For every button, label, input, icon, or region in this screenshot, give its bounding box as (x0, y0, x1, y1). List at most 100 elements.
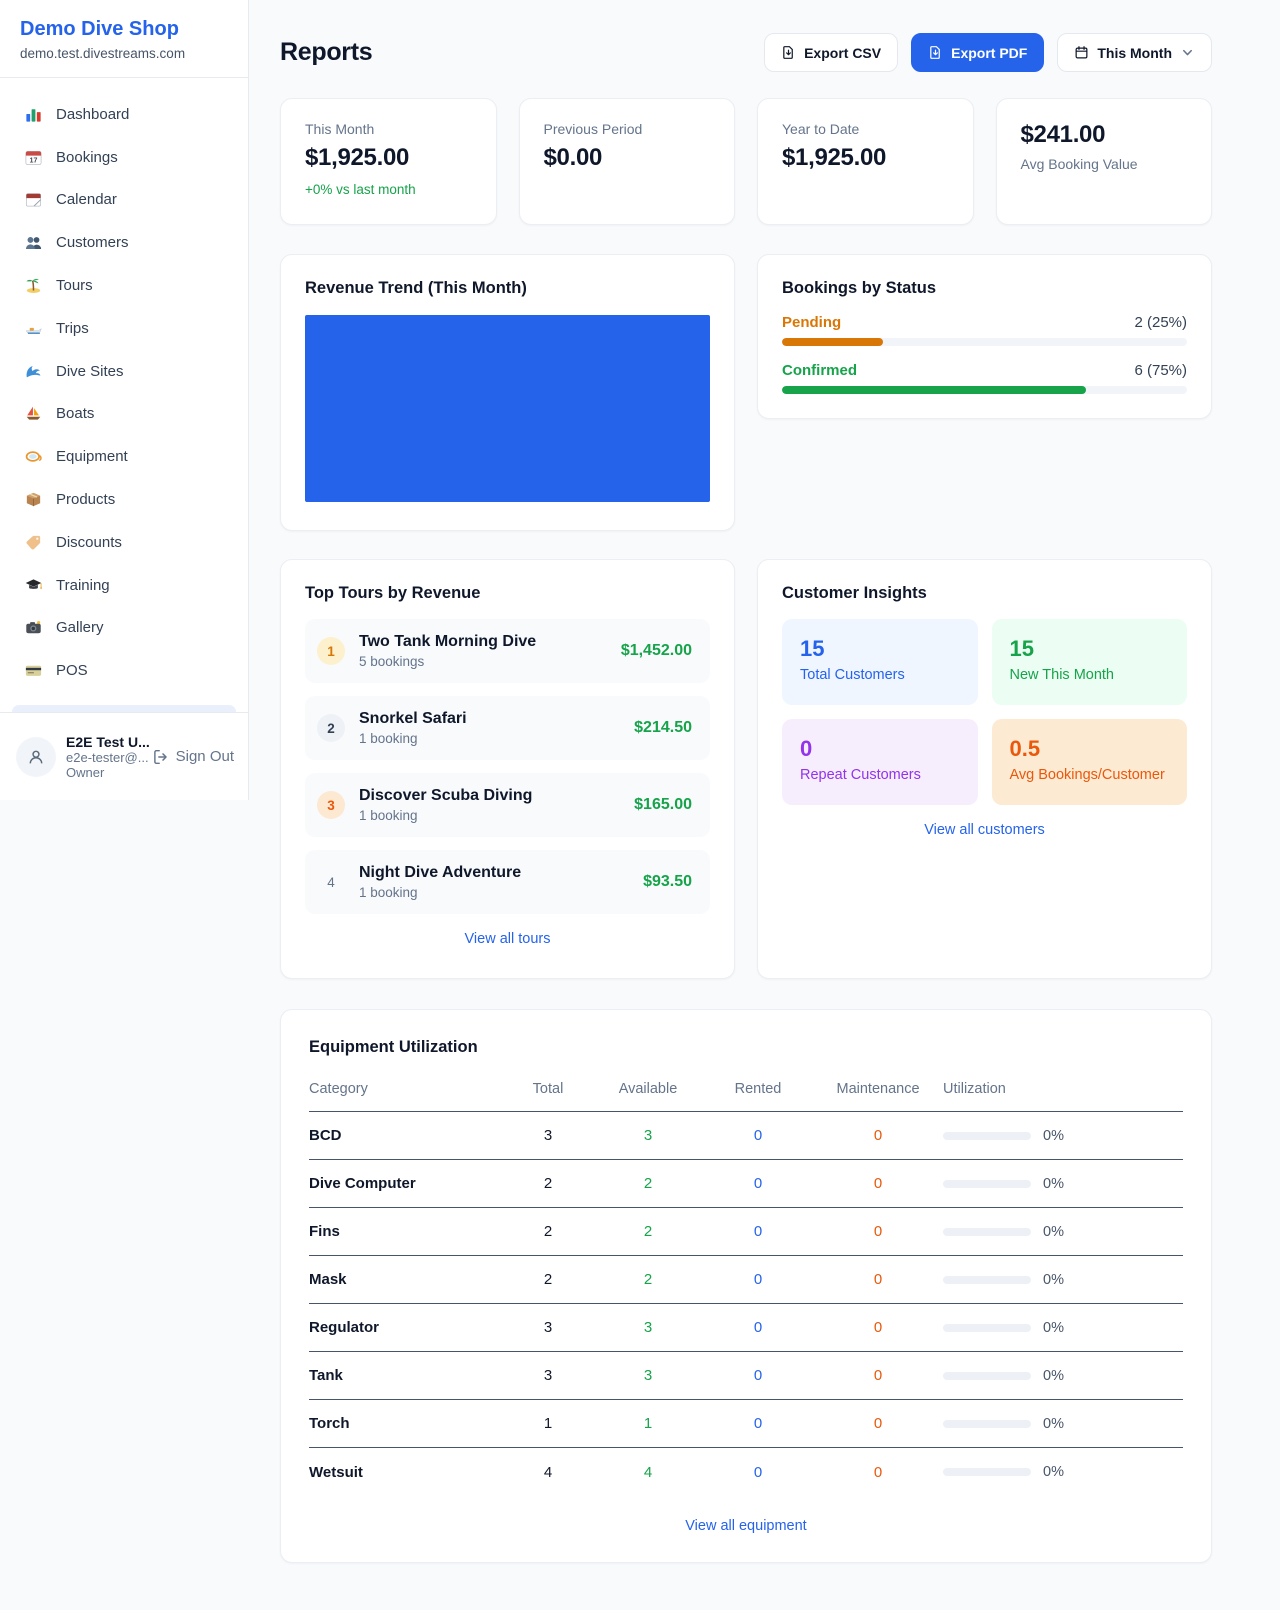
sidebar-item-boats[interactable]: Boats (12, 393, 236, 436)
cell-rented: 0 (753, 1127, 763, 1144)
sidebar-item-training[interactable]: Training (12, 564, 236, 607)
status-count: 2 (25%) (1134, 314, 1187, 331)
tour-bookings: 1 booking (359, 885, 418, 900)
status-row-pending: Pending 2 (25%) (782, 314, 1187, 346)
cell-available: 2 (643, 1175, 653, 1192)
export-pdf-button[interactable]: Export PDF (911, 33, 1045, 72)
rank-badge: 3 (317, 791, 345, 819)
user-name: E2E Test U... (66, 733, 150, 750)
sidebar-item-products[interactable]: Products (12, 478, 236, 521)
page-title: Reports (280, 38, 373, 66)
sidebar-item-dashboard[interactable]: Dashboard (12, 93, 236, 136)
cell-total: 1 (543, 1415, 553, 1432)
bookings-by-status-title: Bookings by Status (782, 279, 937, 297)
file-download-icon (783, 46, 793, 59)
rank-badge: 4 (327, 874, 335, 890)
stat-card-previous-period: Previous Period $0.00 (518, 98, 735, 225)
sidebar-item-gallery[interactable]: Gallery (12, 607, 236, 650)
col-available: Available (618, 1081, 678, 1097)
sidebar-item-label: Trips (56, 319, 89, 337)
view-all-equipment-link[interactable]: View all equipment (685, 1518, 807, 1534)
table-header-row: Category Total Available Rented Maintena… (309, 1073, 1183, 1112)
cell-total: 2 (543, 1271, 553, 1288)
table-row: Tank 3 3 0 0 0% (309, 1352, 1183, 1400)
bar-chart-icon (24, 105, 43, 124)
stat-card-year-to-date: Year to Date $1,925.00 (757, 98, 974, 225)
cell-maintenance: 0 (873, 1463, 883, 1481)
period-dropdown[interactable]: This Month (1057, 33, 1212, 72)
cell-utilization: 0% (943, 1128, 1183, 1144)
cell-available: 1 (643, 1415, 653, 1432)
tile-value: 15 (1009, 636, 1034, 661)
cell-utilization: 0% (943, 1176, 1183, 1192)
tour-amount: $165.00 (634, 796, 692, 813)
tour-name: Two Tank Morning Dive (359, 633, 537, 650)
utilization-percent: 0% (1043, 1271, 1064, 1288)
equipment-utilization-title: Equipment Utilization (309, 1038, 478, 1056)
cell-available: 2 (643, 1223, 653, 1240)
user-role: Owner (66, 764, 105, 780)
tour-name: Night Dive Adventure (359, 864, 522, 881)
cell-available: 4 (643, 1463, 653, 1481)
chevron-down-icon (1183, 49, 1192, 56)
cell-category: Tank (309, 1367, 343, 1384)
tour-bookings: 1 booking (359, 808, 418, 823)
cell-rented: 0 (753, 1463, 763, 1481)
tile-avg-bookings-customer: 0.5 Avg Bookings/Customer (991, 719, 1187, 805)
sidebar-item-label: Tours (56, 277, 93, 295)
sidebar-item-discounts[interactable]: Discounts (12, 521, 236, 564)
view-all-customers-link[interactable]: View all customers (924, 822, 1045, 838)
camera-icon (24, 618, 43, 637)
cell-total: 3 (543, 1319, 553, 1336)
cell-maintenance: 0 (873, 1127, 883, 1144)
sidebar-item-reports-active-partial[interactable] (12, 705, 236, 712)
cell-total: 2 (543, 1175, 553, 1192)
mid-row: Top Tours by Revenue 1 Two Tank Morning … (280, 559, 1212, 979)
tile-value: 0 (800, 736, 813, 761)
avatar (16, 736, 56, 777)
page-header: Reports Export CSV Export PDF This Month (280, 33, 1212, 72)
utilization-percent: 0% (1043, 1319, 1064, 1336)
export-csv-button[interactable]: Export CSV (764, 33, 899, 72)
sidebar-item-label: Dive Sites (56, 362, 124, 380)
revenue-trend-chart (305, 315, 710, 502)
tile-label: Avg Bookings/Customer (1009, 767, 1165, 783)
cell-available: 3 (643, 1127, 653, 1144)
tile-new-this-month: 15 New This Month (991, 619, 1187, 705)
sidebar-item-bookings[interactable]: 17 Bookings (12, 136, 236, 179)
tile-value: 15 (800, 636, 825, 661)
cell-total: 3 (543, 1367, 553, 1384)
sidebar-item-equipment[interactable]: Equipment (12, 435, 236, 478)
cell-rented: 0 (753, 1175, 763, 1192)
col-category: Category (309, 1081, 368, 1097)
utilization-bar (943, 1131, 1031, 1140)
speedboat-icon (24, 319, 43, 338)
view-all-tours-link[interactable]: View all tours (464, 931, 551, 947)
table-row: Wetsuit 4 4 0 0 0% (309, 1448, 1183, 1496)
tile-label: Repeat Customers (800, 767, 921, 783)
cell-rented: 0 (753, 1367, 763, 1384)
cell-total: 3 (543, 1127, 553, 1144)
sidebar-item-label: Bookings (56, 148, 118, 166)
sidebar-item-pos[interactable]: POS (12, 649, 236, 692)
cell-rented: 0 (753, 1319, 763, 1336)
stat-card-avg-booking-value: $241.00 Avg Booking Value (995, 98, 1212, 225)
svg-text:17: 17 (30, 156, 38, 164)
tour-amount: $214.50 (634, 719, 692, 736)
tile-repeat-customers: 0 Repeat Customers (782, 719, 978, 805)
utilization-percent: 0% (1043, 1127, 1064, 1144)
utilization-bar (943, 1468, 1031, 1476)
sidebar-item-dive-sites[interactable]: Dive Sites (12, 350, 236, 393)
sidebar-item-trips[interactable]: Trips (12, 307, 236, 350)
dive-mask-icon (24, 447, 43, 466)
sign-out-button[interactable]: Sign Out (152, 748, 234, 766)
sidebar-item-tours[interactable]: Tours (12, 264, 236, 307)
top-tours-title: Top Tours by Revenue (305, 584, 481, 602)
sidebar-item-customers[interactable]: Customers (12, 221, 236, 264)
cell-maintenance: 0 (873, 1271, 883, 1288)
tour-row: 2 Snorkel Safari 1 booking $214.50 (305, 696, 710, 760)
shop-subdomain: demo.test.divestreams.com (20, 46, 186, 61)
sidebar-item-calendar[interactable]: Calendar (12, 179, 236, 222)
utilization-bar (943, 1179, 1031, 1188)
col-total: Total (532, 1081, 564, 1097)
